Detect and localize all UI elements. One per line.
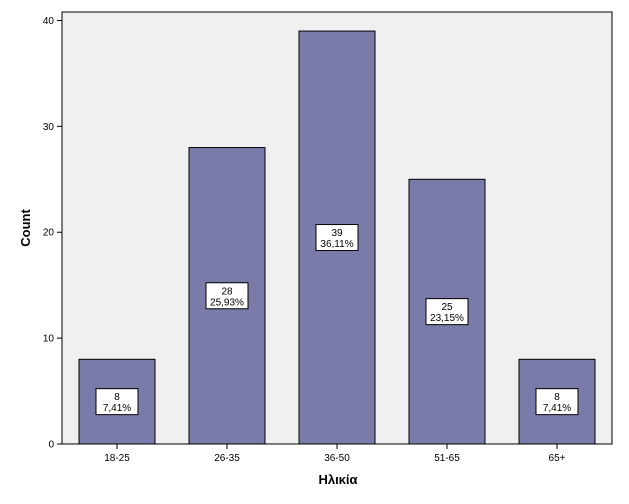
data-label-count: 28 (221, 286, 233, 297)
data-label-count: 8 (554, 392, 560, 403)
x-tick-label-26-35: 26-35 (214, 453, 240, 464)
data-label-count: 25 (441, 302, 453, 313)
data-label-percent: 7,41% (103, 403, 131, 414)
y-tick-label: 10 (43, 334, 55, 345)
data-label-box (95, 388, 139, 416)
y-tick-label: 0 (48, 440, 54, 451)
data-label-percent: 25,93% (210, 297, 244, 308)
x-tick-label-18-25: 18-25 (104, 453, 130, 464)
y-axis: 0 10 20 30 40 (43, 16, 62, 451)
data-label-count: 39 (331, 228, 343, 239)
data-label-box (315, 224, 359, 252)
data-label-box (535, 388, 579, 416)
data-label-count: 8 (114, 392, 120, 403)
y-tick-label: 20 (43, 228, 55, 239)
x-axis: 18-25 26-35 36-50 51-65 65+ (104, 444, 566, 464)
y-tick-label: 30 (43, 122, 55, 133)
data-label-18-25: 87,41% (95, 388, 139, 416)
data-label-percent: 23,15% (430, 313, 464, 324)
x-axis-title: Ηλικία (318, 472, 357, 487)
data-label-percent: 36,11% (320, 239, 353, 250)
data-label-percent: 7,41% (543, 403, 571, 414)
y-axis-title: Count (18, 209, 33, 247)
x-tick-label-36-50: 36-50 (324, 453, 350, 464)
y-tick-label: 40 (43, 16, 55, 27)
data-label-65+: 87,41% (535, 388, 579, 416)
x-tick-label-65+: 65+ (549, 453, 566, 464)
data-label-box (425, 298, 469, 326)
x-tick-label-51-65: 51-65 (434, 453, 460, 464)
data-label-box (205, 282, 249, 310)
